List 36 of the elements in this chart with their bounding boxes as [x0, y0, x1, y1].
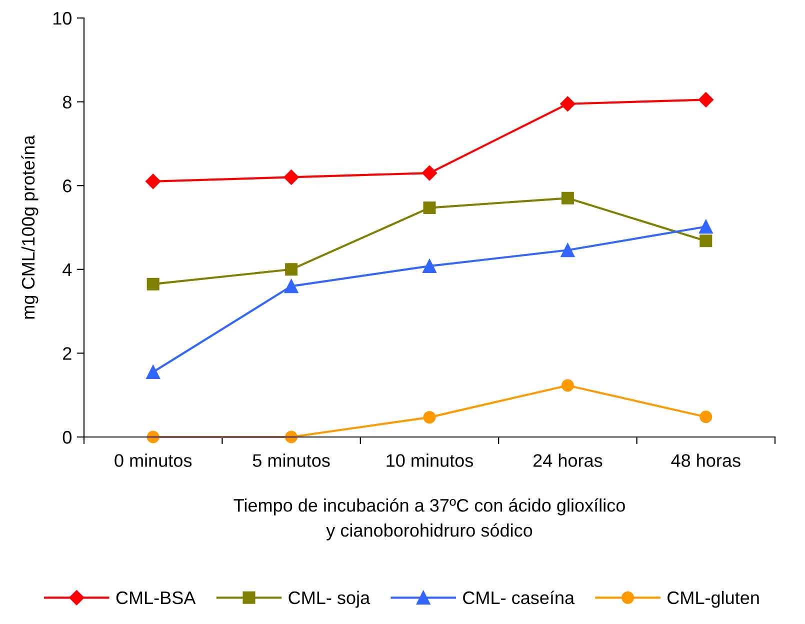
- x-tick-label: 5 minutos: [252, 454, 330, 467]
- point: [146, 174, 161, 189]
- point: [698, 220, 713, 234]
- legend-label: CML- caseína: [463, 590, 575, 604]
- y-tick-label: 10: [53, 12, 72, 25]
- x-tick-label: 24 horas: [533, 454, 602, 467]
- x-tick-label: 0 minutos: [114, 454, 192, 467]
- point: [698, 92, 714, 108]
- y-tick-label: 2: [63, 347, 72, 360]
- point: [561, 379, 574, 392]
- x-tick-label: 10 minutos: [386, 454, 474, 467]
- legend-label: CML-BSA: [116, 591, 196, 604]
- point: [285, 430, 298, 444]
- x-axis-title: Tiempo de incubación a 37ºC con ácido glioxílico y cianoborohidruro sódico: [234, 498, 625, 540]
- legend-label: CML-gluten: [668, 590, 759, 608]
- point: [146, 278, 160, 290]
- point: [700, 234, 712, 248]
- x-tick-label: 48 horas: [671, 454, 740, 467]
- point: [284, 279, 298, 294]
- y-tick-label: 8: [62, 96, 72, 109]
- point: [423, 411, 436, 424]
- y-tick-label: 6: [63, 180, 72, 192]
- point: [423, 202, 436, 214]
- point: [146, 365, 160, 379]
- point: [560, 243, 575, 258]
- point: [700, 410, 712, 424]
- point: [284, 170, 299, 185]
- point: [285, 263, 298, 276]
- y-tick-label: 4: [62, 264, 72, 276]
- legend-label: CML- soja: [288, 590, 370, 608]
- y-axis-title: mg CML/100g proteína: [21, 135, 38, 319]
- point: [561, 192, 574, 204]
- point: [422, 259, 436, 273]
- point: [560, 96, 576, 112]
- y-tick-label: 0: [62, 430, 72, 444]
- point: [422, 165, 438, 181]
